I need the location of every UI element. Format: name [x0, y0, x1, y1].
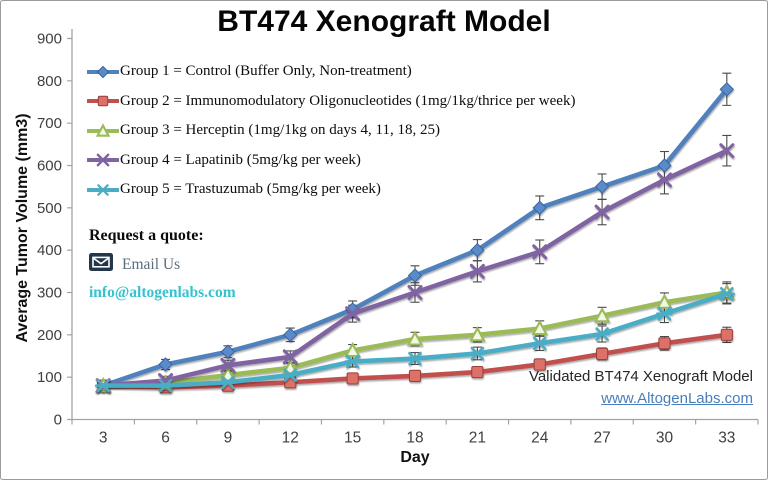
- y-tick-label: 600: [37, 158, 62, 175]
- y-tick-label: 700: [37, 115, 62, 132]
- legend-label: Group 4 = Lapatinib (5mg/kg per week): [120, 151, 361, 168]
- legend-label: Group 3 = Herceptin (1mg/1kg on days 4, …: [120, 122, 440, 139]
- diamond-legend-marker-icon: [87, 65, 119, 78]
- legend-label: Group 5 = Trastuzumab (5mg/kg per week): [120, 181, 381, 198]
- y-axis-title: Average Tumor Volume (mm3): [14, 113, 31, 343]
- legend-label: Group 1 = Control (Buffer Only, Non-trea…: [120, 63, 412, 80]
- x-tick-label: 33: [718, 430, 735, 447]
- square-legend-marker-icon: [87, 95, 119, 107]
- triangle-open-legend-marker-icon: [87, 123, 119, 137]
- x-legend-marker-icon: [87, 153, 119, 167]
- legend-item: Group 2 = Immunomodulatory Oligonucleoti…: [87, 87, 575, 117]
- email-link[interactable]: Email Us: [89, 253, 236, 276]
- email-link-label: Email Us: [122, 255, 181, 273]
- x-tick-label: 18: [406, 430, 423, 447]
- y-tick-label: 100: [37, 369, 62, 386]
- legend-item: Group 5 = Trastuzumab (5mg/kg per week): [87, 175, 575, 205]
- y-tick-label: 900: [37, 31, 62, 48]
- x-tick-label: 24: [531, 430, 549, 447]
- x-tick-label: 9: [224, 430, 233, 447]
- y-tick-label: 400: [37, 242, 62, 259]
- x-tick-label: 21: [469, 430, 486, 447]
- asterisk-legend-marker-icon: [87, 183, 119, 196]
- legend-item: Group 3 = Herceptin (1mg/1kg on days 4, …: [87, 116, 575, 146]
- y-tick-label: 200: [37, 327, 62, 344]
- y-tick-label: 500: [37, 200, 62, 217]
- x-tick-label: 3: [99, 430, 108, 447]
- quote-block: Request a quote: Email Us info@altogenla…: [89, 227, 236, 302]
- legend: Group 1 = Control (Buffer Only, Non-trea…: [87, 57, 575, 205]
- legend-item: Group 4 = Lapatinib (5mg/kg per week): [87, 146, 575, 176]
- legend-item: Group 1 = Control (Buffer Only, Non-trea…: [87, 57, 575, 87]
- y-tick-label: 300: [37, 285, 62, 302]
- footer-website-link[interactable]: www.AltogenLabs.com: [601, 390, 753, 407]
- quote-email-address[interactable]: info@altogenlabs.com: [89, 284, 236, 301]
- quote-heading: Request a quote:: [89, 227, 204, 244]
- y-tick-label: 800: [37, 73, 62, 90]
- footer-note: Validated BT474 Xenograft Model: [528, 368, 753, 385]
- x-tick-label: 15: [344, 430, 361, 447]
- y-tick-label: 0: [54, 412, 62, 429]
- x-tick-label: 27: [593, 430, 610, 447]
- series-group-4: [95, 143, 735, 394]
- envelope-icon: [89, 253, 113, 276]
- series-group-5: [94, 286, 736, 393]
- x-tick-label: 12: [282, 430, 299, 447]
- x-tick-label: 6: [161, 430, 170, 447]
- legend-label: Group 2 = Immunomodulatory Oligonucleoti…: [120, 92, 576, 109]
- chart-title: BT474 Xenograft Model: [217, 5, 551, 38]
- x-tick-label: 30: [656, 430, 674, 447]
- x-axis-title: Day: [400, 449, 430, 466]
